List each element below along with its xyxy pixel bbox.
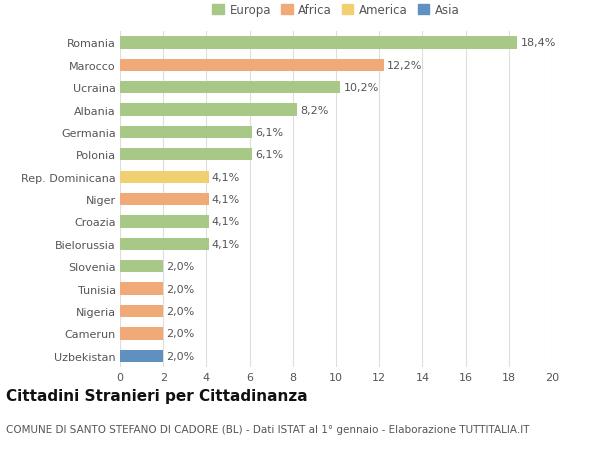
Text: Cittadini Stranieri per Cittadinanza: Cittadini Stranieri per Cittadinanza bbox=[6, 388, 308, 403]
Text: 8,2%: 8,2% bbox=[301, 105, 329, 115]
Text: 4,1%: 4,1% bbox=[212, 239, 240, 249]
Bar bbox=[120, 350, 163, 362]
Bar bbox=[120, 171, 209, 184]
Bar bbox=[120, 194, 209, 206]
Text: 6,1%: 6,1% bbox=[255, 128, 283, 138]
Bar bbox=[120, 82, 340, 94]
Bar bbox=[120, 238, 209, 251]
Bar bbox=[120, 283, 163, 295]
Text: 4,1%: 4,1% bbox=[212, 217, 240, 227]
Bar bbox=[120, 261, 163, 273]
Text: 4,1%: 4,1% bbox=[212, 172, 240, 182]
Text: 10,2%: 10,2% bbox=[344, 83, 379, 93]
Bar bbox=[120, 149, 252, 161]
Bar bbox=[120, 127, 252, 139]
Text: 4,1%: 4,1% bbox=[212, 195, 240, 205]
Text: 18,4%: 18,4% bbox=[521, 38, 556, 48]
Text: COMUNE DI SANTO STEFANO DI CADORE (BL) - Dati ISTAT al 1° gennaio - Elaborazione: COMUNE DI SANTO STEFANO DI CADORE (BL) -… bbox=[6, 425, 530, 435]
Text: 6,1%: 6,1% bbox=[255, 150, 283, 160]
Bar bbox=[120, 60, 383, 72]
Text: 2,0%: 2,0% bbox=[166, 284, 194, 294]
Text: 12,2%: 12,2% bbox=[387, 61, 422, 71]
Text: 2,0%: 2,0% bbox=[166, 262, 194, 272]
Bar bbox=[120, 328, 163, 340]
Text: 2,0%: 2,0% bbox=[166, 329, 194, 339]
Legend: Europa, Africa, America, Asia: Europa, Africa, America, Asia bbox=[209, 2, 463, 20]
Text: 2,0%: 2,0% bbox=[166, 306, 194, 316]
Text: 2,0%: 2,0% bbox=[166, 351, 194, 361]
Bar bbox=[120, 37, 517, 50]
Bar bbox=[120, 216, 209, 228]
Bar bbox=[120, 104, 297, 117]
Bar bbox=[120, 305, 163, 318]
